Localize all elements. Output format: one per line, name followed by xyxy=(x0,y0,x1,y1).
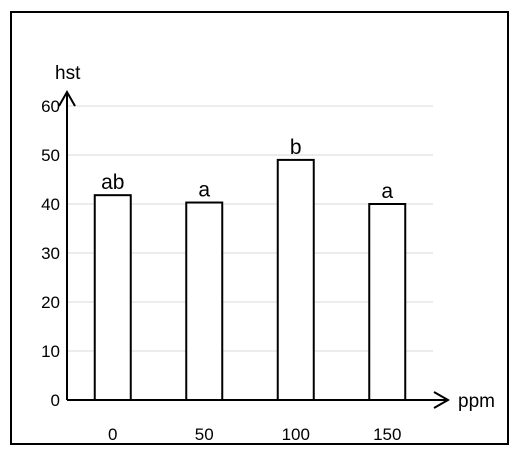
y-tick-labels: 0 10 20 30 40 50 60 xyxy=(41,97,60,410)
y-tick-label: 20 xyxy=(41,293,60,312)
y-axis-arrowhead xyxy=(58,89,76,107)
x-axis-label: ppm xyxy=(458,391,495,412)
data-label: a xyxy=(381,180,393,203)
data-labels: ab aba xyxy=(101,136,393,203)
bars xyxy=(93,158,407,401)
data-label: b xyxy=(290,136,302,159)
bar-150 xyxy=(368,203,407,401)
axes xyxy=(58,89,451,409)
x-axis-arrowhead xyxy=(433,391,451,409)
y-tick-label: 10 xyxy=(41,342,60,361)
y-tick-label: 50 xyxy=(41,146,60,165)
x-tick-label: 100 xyxy=(282,425,310,444)
bar-0 xyxy=(93,194,132,401)
y-axis-label: hst xyxy=(55,63,81,84)
bar-100 xyxy=(276,158,315,401)
y-tick-label: 40 xyxy=(41,195,60,214)
x-tick-label: 50 xyxy=(195,425,214,444)
y-tick-label: 60 xyxy=(41,97,60,116)
data-label: ab xyxy=(101,171,124,194)
x-tick-labels: 0 50 100 150 xyxy=(108,425,401,444)
chart-frame xyxy=(10,11,509,445)
bar-50 xyxy=(185,201,224,401)
x-tick-label: 150 xyxy=(373,425,401,444)
data-label: a xyxy=(198,179,210,202)
y-tick-label: 30 xyxy=(41,244,60,263)
x-tick-label: 0 xyxy=(108,425,117,444)
y-tick-label: 0 xyxy=(51,391,60,410)
